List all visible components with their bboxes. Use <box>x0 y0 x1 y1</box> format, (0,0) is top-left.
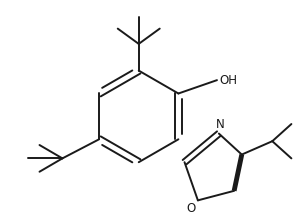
Text: O: O <box>187 202 196 215</box>
Text: OH: OH <box>220 74 238 87</box>
Text: N: N <box>216 118 224 131</box>
